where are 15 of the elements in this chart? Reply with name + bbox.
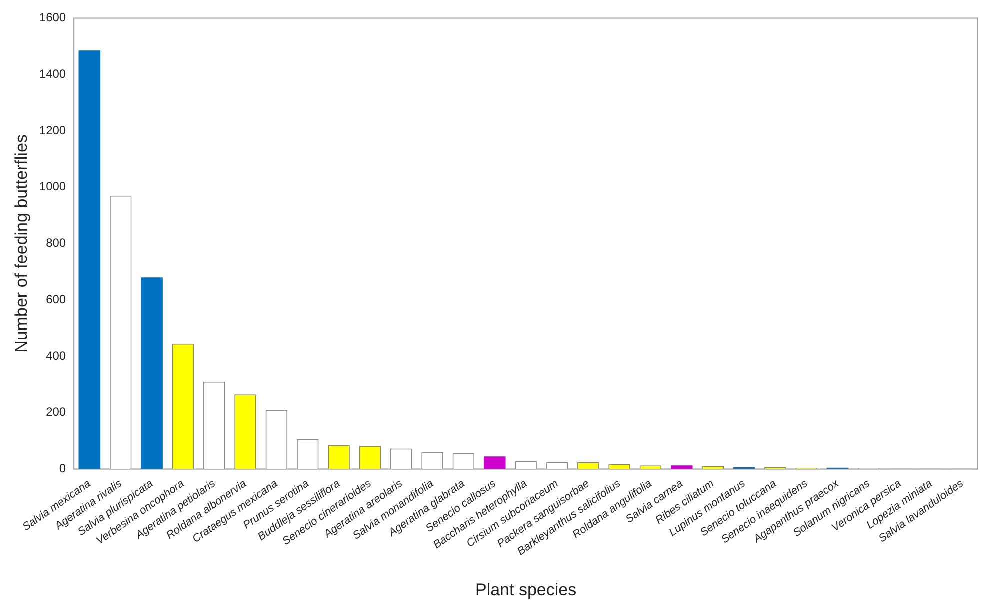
y-tick-label: 800 — [46, 236, 66, 250]
bar — [484, 456, 506, 470]
y-tick-label: 1200 — [39, 123, 66, 138]
bar — [78, 50, 101, 470]
y-tick-label: 200 — [46, 405, 66, 420]
y-tick-label: 1400 — [39, 66, 66, 81]
bar — [141, 278, 163, 470]
x-axis-title: Plant species — [475, 580, 577, 600]
y-axis-title: Number of feeding butterflies — [12, 134, 31, 353]
y-tick-label: 1600 — [39, 10, 66, 25]
bar — [670, 466, 693, 470]
y-tick-label: 400 — [46, 348, 66, 363]
y-tick-label: 0 — [59, 462, 66, 476]
y-tick-label: 600 — [46, 292, 66, 306]
y-tick-label: 1000 — [39, 180, 66, 194]
